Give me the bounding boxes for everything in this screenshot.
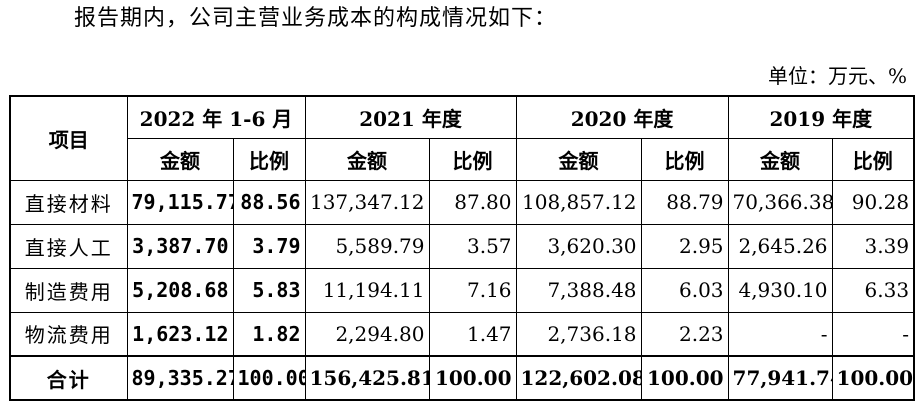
table-row-direct-labor: 直接人工 3,387.70 3.79 5,589.79 3.57 3,620.3…	[9, 223, 915, 269]
intro-text: 报告期内，公司主营业务成本的构成情况如下：	[74, 6, 558, 31]
ratio-cell: 5.83	[232, 267, 306, 313]
unit-label: 单位：万元、%	[767, 64, 907, 88]
amount-header: 金额	[304, 137, 430, 181]
amount-cell: -	[727, 311, 833, 357]
amount-cell: 70,366.38	[727, 179, 833, 225]
ratio-cell: 90.28	[831, 179, 915, 225]
item-header: 项目	[9, 95, 128, 181]
ratio-cell: -	[831, 311, 915, 357]
ratio-cell: 2.23	[640, 311, 729, 357]
ratio-cell: 3.39	[831, 223, 915, 269]
ratio-cell: 2.95	[640, 223, 729, 269]
ratio-header: 比例	[428, 137, 517, 181]
ratio-header: 比例	[831, 137, 915, 181]
period-header-2021: 2021 年度	[304, 95, 517, 139]
amount-cell: 156,425.81	[304, 355, 430, 401]
ratio-cell: 100.00	[831, 355, 915, 401]
period-header-2022h1: 2022 年 1-6 月	[126, 95, 306, 139]
ratio-header: 比例	[232, 137, 306, 181]
row-item-label: 直接人工	[9, 223, 128, 269]
ratio-cell: 3.57	[428, 223, 517, 269]
amount-cell: 3,620.30	[515, 223, 642, 269]
amount-cell: 2,645.26	[727, 223, 833, 269]
row-item-label: 物流费用	[9, 311, 128, 357]
ratio-cell: 6.33	[831, 267, 915, 313]
ratio-cell: 7.16	[428, 267, 517, 313]
ratio-cell: 100.00	[640, 355, 729, 401]
table-row-manufacturing-overhead: 制造费用 5,208.68 5.83 11,194.11 7.16 7,388.…	[9, 267, 915, 313]
row-item-label: 合计	[9, 355, 128, 401]
header-row-measures: 金额 比例 金额 比例 金额 比例 金额 比例	[10, 137, 915, 181]
header-row-periods: 项目 2022 年 1-6 月 2021 年度 2020 年度 2019 年度	[9, 95, 915, 181]
row-item-label: 直接材料	[9, 179, 128, 225]
ratio-cell: 1.47	[428, 311, 517, 357]
amount-cell: 77,941.74	[727, 355, 833, 401]
ratio-cell: 6.03	[640, 267, 729, 313]
ratio-cell: 88.79	[640, 179, 729, 225]
amount-header: 金额	[727, 137, 833, 181]
ratio-header: 比例	[640, 137, 729, 181]
ratio-cell: 1.82	[232, 311, 306, 357]
amount-cell: 5,208.68	[126, 267, 234, 313]
amount-cell: 108,857.12	[515, 179, 642, 225]
amount-header: 金额	[126, 137, 234, 181]
table-row-direct-materials: 直接材料 79,115.77 88.56 137,347.12 87.80 10…	[9, 179, 915, 225]
amount-cell: 11,194.11	[304, 267, 430, 313]
amount-cell: 7,388.48	[515, 267, 642, 313]
amount-cell: 2,736.18	[515, 311, 642, 357]
amount-header: 金额	[515, 137, 642, 181]
table-row-logistics: 物流费用 1,623.12 1.82 2,294.80 1.47 2,736.1…	[9, 311, 915, 357]
amount-cell: 1,623.12	[126, 311, 234, 357]
ratio-cell: 87.80	[428, 179, 517, 225]
ratio-cell: 100.00	[232, 355, 306, 401]
period-header-2020: 2020 年度	[515, 95, 729, 139]
cost-composition-table: 项目 2022 年 1-6 月 2021 年度 2020 年度 2019 年度 …	[9, 95, 916, 401]
period-header-2019: 2019 年度	[727, 95, 915, 139]
amount-cell: 5,589.79	[304, 223, 430, 269]
amount-cell: 2,294.80	[304, 311, 430, 357]
ratio-cell: 88.56	[232, 179, 306, 225]
amount-cell: 89,335.27	[126, 355, 234, 401]
amount-cell: 4,930.10	[727, 267, 833, 313]
ratio-cell: 100.00	[428, 355, 517, 401]
amount-cell: 122,602.08	[515, 355, 642, 401]
table-row-total: 合计 89,335.27 100.00 156,425.81 100.00 12…	[9, 355, 915, 401]
amount-cell: 137,347.12	[304, 179, 430, 225]
amount-cell: 3,387.70	[126, 223, 234, 269]
row-item-label: 制造费用	[9, 267, 128, 313]
amount-cell: 79,115.77	[126, 179, 234, 225]
ratio-cell: 3.79	[232, 223, 306, 269]
